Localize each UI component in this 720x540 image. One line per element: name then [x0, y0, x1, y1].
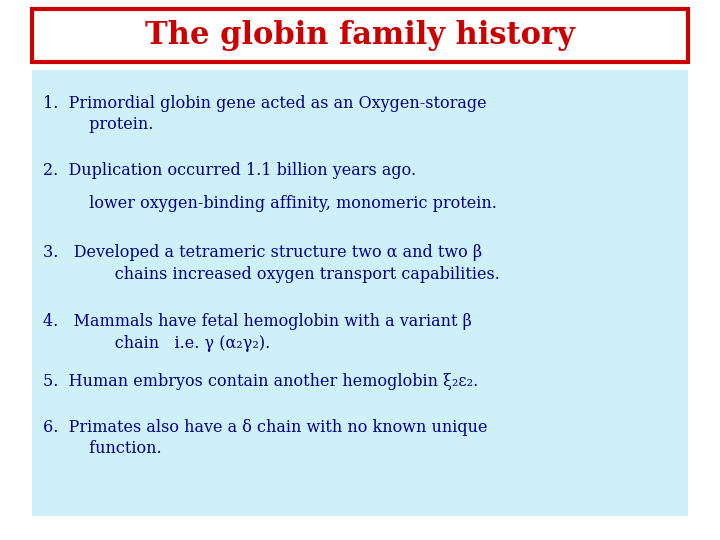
- Text: 4.   Mammals have fetal hemoglobin with a variant β
              chain   i.e. γ: 4. Mammals have fetal hemoglobin with a …: [43, 313, 472, 352]
- Text: 5.  Human embryos contain another hemoglobin ξ₂ε₂.: 5. Human embryos contain another hemoglo…: [43, 373, 479, 389]
- Text: 2.  Duplication occurred 1.1 billion years ago.: 2. Duplication occurred 1.1 billion year…: [43, 162, 416, 179]
- Text: The globin family history: The globin family history: [145, 20, 575, 51]
- FancyBboxPatch shape: [32, 70, 688, 516]
- Text: 3.   Developed a tetrameric structure two α and two β
              chains incre: 3. Developed a tetrameric structure two …: [43, 244, 500, 282]
- Text: 1.  Primordial globin gene acted as an Oxygen-storage
         protein.: 1. Primordial globin gene acted as an Ox…: [43, 94, 487, 133]
- FancyBboxPatch shape: [32, 9, 688, 62]
- Text: 6.  Primates also have a δ chain with no known unique
         function.: 6. Primates also have a δ chain with no …: [43, 418, 487, 457]
- Text: lower oxygen-binding affinity, monomeric protein.: lower oxygen-binding affinity, monomeric…: [43, 195, 497, 212]
